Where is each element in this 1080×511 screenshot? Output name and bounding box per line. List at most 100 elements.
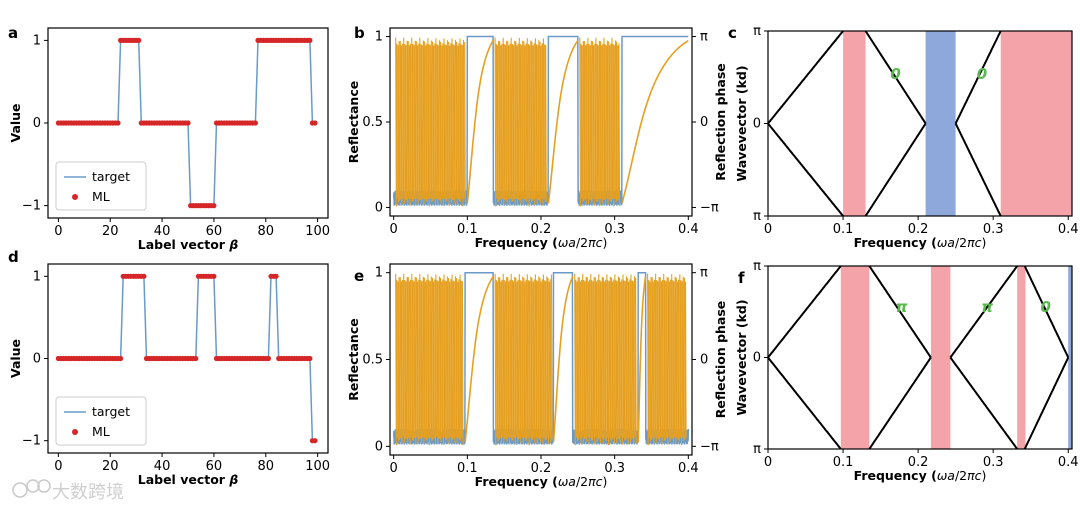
chart-panel-e: 0 0.1 0.2 0.3 0.4 0 0.5 1 −π 0 π Reflectance Reflect…: [346, 263, 728, 489]
y-axis-label: Wavevector (kd): [734, 299, 749, 415]
y-axis-label-right: Reflection phase: [713, 63, 728, 181]
x-tick-label: 0.3: [604, 461, 625, 476]
x-tick-label: 0.2: [908, 455, 929, 470]
series-phase-curve: [552, 276, 574, 443]
y-tick-label-right: 0: [700, 353, 708, 368]
panel-label-c: c: [728, 24, 737, 42]
y-tick-label: π: [753, 259, 761, 274]
legend-ml-swatch: [72, 429, 78, 435]
panel-label-f: f: [738, 269, 745, 287]
panel-label-a: a: [8, 24, 18, 42]
y-tick-label: −1: [22, 199, 41, 214]
band-curve: [864, 30, 927, 125]
x-axis-label: Frequency (ωa/2πc): [475, 235, 608, 250]
series-phase-curve: [466, 40, 494, 204]
y-tick-label: −1: [22, 434, 41, 449]
band-curve: [868, 265, 932, 359]
y-tick-label: 0.5: [362, 115, 383, 130]
ml-point: [265, 355, 271, 362]
ml-point: [307, 355, 313, 362]
x-axis-label: Label vector β: [138, 472, 239, 487]
y-tick-label: 0: [375, 200, 383, 215]
band-curve: [864, 122, 927, 217]
x-tick-label: 0: [764, 222, 772, 237]
ml-point: [312, 120, 318, 126]
x-tick-label: 80: [258, 224, 275, 239]
x-tick-label: 0.2: [531, 461, 552, 476]
zak-phase-annotation: π: [981, 298, 993, 316]
x-tick-label: 0: [390, 222, 398, 237]
ml-point: [118, 355, 124, 362]
y-tick-label: 1: [33, 33, 41, 48]
y-tick-label: 0: [753, 351, 761, 366]
x-tick-label: 0: [54, 459, 62, 474]
legend-ml-label: ML: [92, 424, 110, 439]
legend-ml-swatch: [72, 194, 78, 200]
ml-point: [307, 37, 313, 44]
panel-label-b: b: [354, 24, 365, 42]
x-axis-label: Frequency (ωa/2πc): [854, 468, 987, 483]
y-axis-label: Reflectance: [346, 318, 361, 400]
band-curve: [767, 356, 842, 450]
y-axis-label: Value: [8, 103, 23, 142]
x-tick-label: 0.3: [983, 455, 1004, 470]
series-phase-oscillation: [395, 37, 621, 207]
x-tick-label: 40: [154, 459, 171, 474]
x-tick-label: 20: [102, 459, 119, 474]
x-tick-label: 0.3: [983, 222, 1004, 237]
y-tick-label: π: [753, 209, 761, 224]
x-tick-label: 0.1: [833, 222, 854, 237]
y-axis-label: Reflectance: [346, 81, 361, 163]
y-axis-label: Wavevector (kd): [734, 65, 749, 181]
ml-point: [193, 355, 199, 362]
watermark-logo-icon: [37, 479, 51, 493]
x-tick-label: 0: [390, 461, 398, 476]
zak-phase-annotation: π: [896, 298, 908, 316]
x-axis-label: Frequency (ωa/2πc): [475, 474, 608, 489]
series-phase-curve: [637, 276, 647, 443]
x-tick-label: 80: [258, 459, 275, 474]
x-tick-label: 0: [54, 224, 62, 239]
y-tick-label: 0: [753, 117, 761, 132]
x-tick-label: 0.1: [457, 222, 478, 237]
band-gap-pink: [1017, 266, 1026, 449]
x-tick-label: 0.4: [678, 222, 699, 237]
x-tick-label: 0.2: [531, 222, 552, 237]
band-curve: [954, 30, 1002, 124]
band-gap-pink: [840, 266, 870, 449]
y-tick-label: 1: [375, 30, 383, 45]
watermark-logo-icon: [12, 482, 28, 498]
ml-point: [211, 273, 217, 279]
x-tick-label: 0.2: [908, 222, 929, 237]
panel-label-d: d: [8, 248, 19, 266]
x-tick-label: 0.1: [833, 455, 854, 470]
x-tick-label: 0.3: [604, 222, 625, 237]
ml-point: [115, 120, 121, 126]
band-curve: [1023, 357, 1070, 450]
band-curve: [868, 356, 932, 450]
ml-point: [252, 120, 258, 126]
legend-box: [55, 396, 147, 446]
chart-panel-a: 0 20 40 60 80 100 −1 0 1 Value Label vector β targe…: [8, 27, 330, 252]
band-gap-blue: [1068, 266, 1072, 449]
y-axis-label: Value: [8, 339, 23, 378]
y-tick-label-right: π: [700, 30, 708, 45]
ml-point: [141, 273, 147, 279]
legend-target-label: target: [92, 169, 130, 184]
y-tick-label-right: −π: [700, 200, 719, 215]
band-curve: [767, 265, 842, 359]
legend-ml-label: ML: [92, 189, 110, 204]
y-tick-label-right: π: [700, 266, 708, 281]
band-curve: [954, 123, 1002, 217]
plot-frame: [767, 265, 1073, 450]
x-tick-label: 60: [206, 224, 223, 239]
series-phase-curve: [621, 39, 689, 204]
y-tick-label-right: −π: [700, 439, 719, 454]
band-gap-blue: [925, 31, 956, 216]
band-curve: [1023, 265, 1070, 358]
y-tick-label: 0: [375, 439, 383, 454]
ml-point: [136, 37, 142, 44]
legend-box: [55, 161, 147, 211]
panel-label-e: e: [354, 267, 364, 285]
